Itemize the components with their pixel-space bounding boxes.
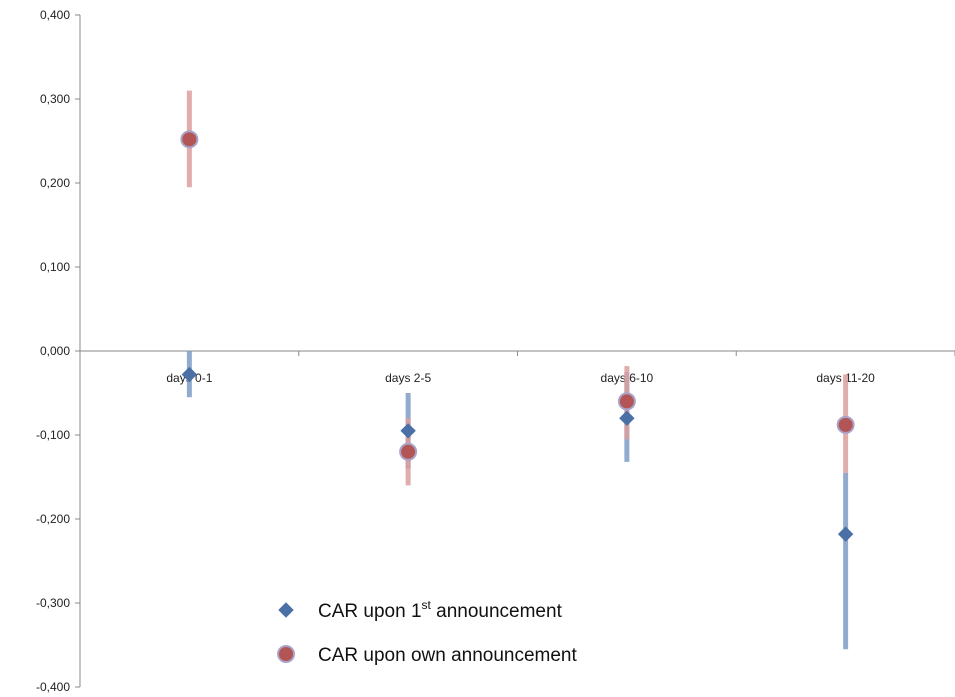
x-category-label: days 2-5 <box>385 371 431 385</box>
y-tick-label: 0,300 <box>40 92 70 106</box>
legend-label-tail: announcement <box>431 601 563 622</box>
data-point-circle <box>180 130 199 149</box>
data-point-diamond <box>837 526 854 542</box>
y-tick-label: -0,200 <box>36 512 70 526</box>
data-point-diamond <box>619 410 635 426</box>
y-tick-label: 0,000 <box>40 344 70 358</box>
data-point-circle <box>617 392 636 411</box>
y-tick-label: -0,400 <box>36 680 70 694</box>
y-tick-label: 0,400 <box>40 8 70 22</box>
data-point-circle <box>399 442 418 461</box>
data-point-diamond <box>400 423 416 439</box>
y-tick-label: -0,100 <box>36 428 70 442</box>
legend-label-superscript: st <box>422 598 432 612</box>
legend-label-main: CAR upon 1 <box>318 601 422 622</box>
legend-label-main: CAR upon own announcement <box>318 645 578 666</box>
chart-legend: CAR upon 1st announcement CAR upon own an… <box>277 598 578 666</box>
legend-label: CAR upon 1st announcement <box>318 598 563 622</box>
y-tick-label: -0,300 <box>36 596 70 610</box>
y-tick-label: 0,200 <box>40 176 70 190</box>
y-tick-label: 0,100 <box>40 260 70 274</box>
legend-marker-circle <box>277 645 295 663</box>
data-markers <box>180 130 855 542</box>
chart-axes: 0,400 0,300 0,200 0,100 0,000 -0,100 -0,200 -0,… <box>36 8 955 694</box>
data-point-diamond <box>181 366 198 383</box>
error-bars <box>186 90 849 650</box>
data-point-circle <box>836 415 855 434</box>
legend-marker-diamond <box>278 602 294 618</box>
legend-label: CAR upon own announcement <box>318 645 578 666</box>
